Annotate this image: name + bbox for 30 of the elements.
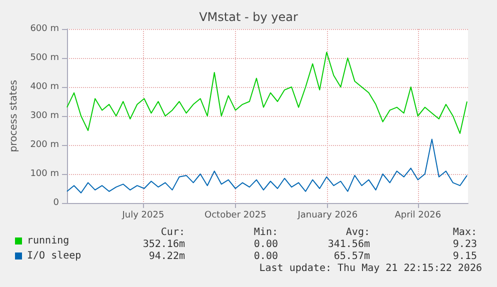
- text: Cur:: [160, 227, 185, 238]
- legend-label: running: [27, 236, 70, 246]
- text: 9.23: [452, 239, 477, 250]
- x-tick-label: July 2025: [121, 210, 164, 220]
- x-tick-label: April 2026: [394, 210, 442, 220]
- y-tick-label: 400 m: [30, 82, 59, 92]
- line-series: [66, 52, 468, 134]
- x-tick-label: October 2025: [204, 210, 266, 220]
- x-tick-label: January 2026: [296, 210, 358, 220]
- text: 65.57m: [334, 251, 370, 262]
- y-tick-label: 100 m: [30, 169, 59, 179]
- text: 9.15: [452, 251, 477, 262]
- text: 341.56m: [328, 239, 370, 250]
- text: 0.00: [254, 251, 278, 262]
- legend-label: I/O sleep: [27, 250, 82, 262]
- y-tick-label: 0: [53, 198, 60, 208]
- y-tick-label: 200 m: [30, 140, 59, 150]
- text: Max:: [452, 227, 477, 238]
- y-tick-label: 500 m: [30, 53, 59, 63]
- y-tick-label: 300 m: [30, 111, 59, 121]
- text: Min:: [254, 227, 278, 238]
- chart-title: VMstat - by year: [199, 10, 298, 24]
- y-axis-title: process states: [8, 80, 20, 152]
- text: 352.16m: [142, 239, 185, 250]
- text: 0.00: [254, 239, 278, 250]
- text: Last update: Thu May 21 22:15:22 2026: [259, 263, 482, 274]
- line-series: [66, 138, 468, 194]
- text: Avg:: [346, 227, 370, 238]
- text: 94.22m: [148, 251, 185, 262]
- y-tick-label: 600 m: [30, 24, 59, 34]
